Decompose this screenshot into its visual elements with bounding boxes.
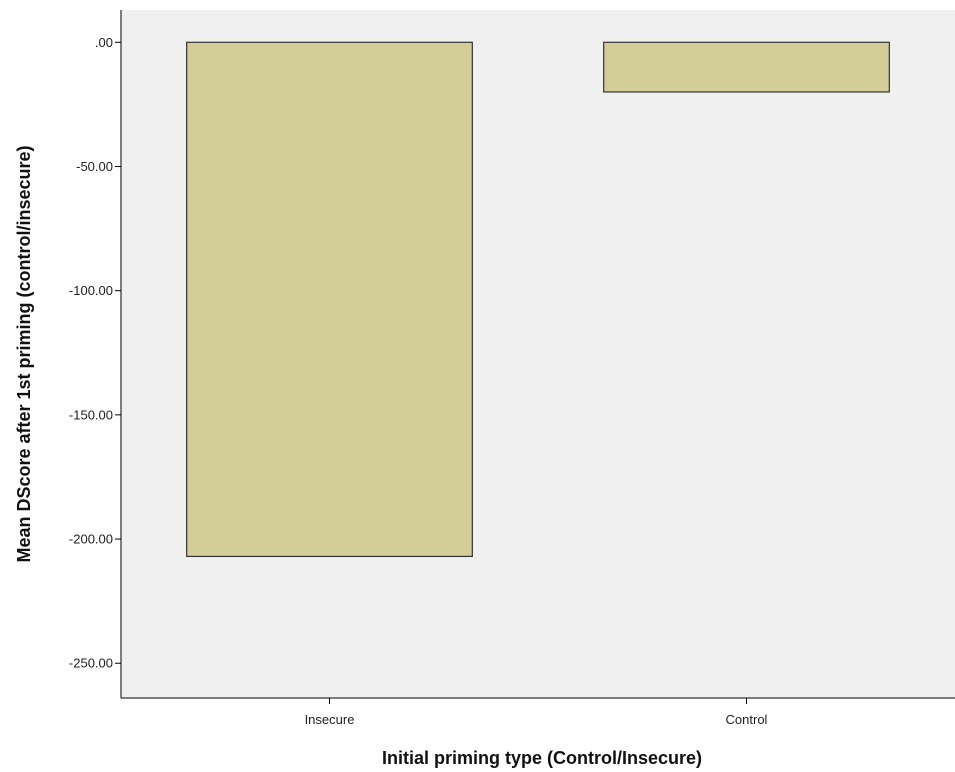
x-tick-label: Insecure [305,712,355,727]
bar-insecure [186,41,473,558]
y-tick-label: -250.00 [69,656,113,671]
y-ticks-group: .00 -50.00 -100.00 -150.00 -200.00 -250.00 [69,35,121,671]
x-axis-title: Initial priming type (Control/Insecure) [382,748,702,768]
y-tick-label: -50.00 [76,159,113,174]
x-ticks-group: Insecure Control [305,698,768,727]
bars-group [186,41,890,558]
y-tick-label: -150.00 [69,407,113,422]
x-tick-label: Control [726,712,768,727]
y-tick-label: -200.00 [69,532,113,547]
y-tick-label: -100.00 [69,283,113,298]
bar-control [603,41,890,93]
y-tick-label: .00 [95,35,113,50]
y-axis-title: Mean DScore after 1st priming (control/i… [14,145,34,562]
